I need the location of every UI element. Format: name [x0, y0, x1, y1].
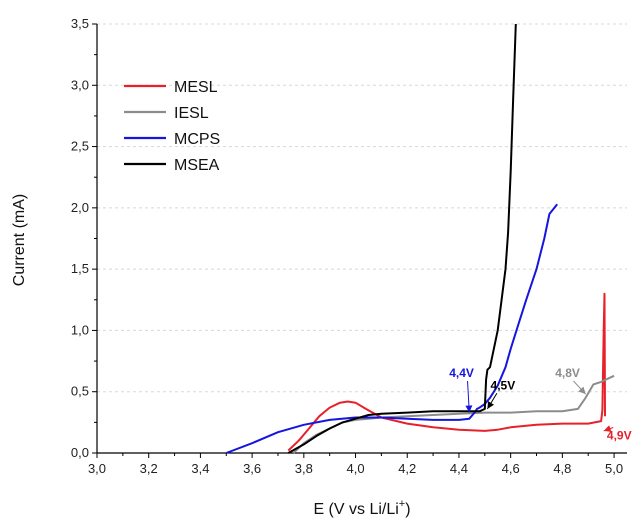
y-axis-title: Current (mA) — [11, 194, 28, 286]
series-line-mcps — [225, 203, 558, 454]
y-tick-label: 0,0 — [71, 445, 89, 460]
y-tick-label: 2,5 — [71, 139, 89, 154]
series-line-mesl — [287, 292, 606, 452]
annotation-arrowhead — [578, 386, 586, 395]
x-tick-label: 5,0 — [605, 461, 623, 476]
legend-label: MSEA — [174, 157, 220, 174]
x-tick-label: 4,2 — [398, 461, 416, 476]
y-tick-label: 3,0 — [71, 77, 89, 92]
legend-label: MESL — [174, 79, 218, 96]
legend-label: MCPS — [174, 131, 220, 148]
y-tick-label: 2,0 — [71, 200, 89, 215]
x-tick-label: 3,6 — [243, 461, 261, 476]
series-line-msea — [287, 23, 517, 454]
axes: 0,0 0,5 1,0 1,5 2,0 2,5 3,0 3,5 3,0 3,2 3,4 3,6 3,8 4… — [71, 16, 627, 476]
y-tick-label: 1,5 — [71, 261, 89, 276]
x-axis-title-main: E (V vs Li/Li — [313, 501, 398, 518]
series-lines — [225, 23, 615, 454]
x-tick-label: 3,4 — [191, 461, 209, 476]
annotation-arrowhead — [487, 401, 495, 409]
x-axis-title: E (V vs Li/Li+) — [313, 498, 410, 518]
legend-label: IESL — [174, 105, 209, 122]
x-tick-label: 4,6 — [502, 461, 520, 476]
x-tick-label: 4,4 — [450, 461, 468, 476]
x-tick-label: 4,0 — [346, 461, 364, 476]
y-tick-label: 1,0 — [71, 322, 89, 337]
series-line-iesl — [292, 374, 615, 454]
x-tick-label: 3,2 — [140, 461, 158, 476]
x-axis-title-end: ) — [405, 501, 410, 518]
annotation-arrowhead — [603, 425, 612, 432]
annotations: 4,4V 4,5V 4,8V 4,9V — [449, 366, 631, 443]
legend: MESL IESL MCPS MSEA — [124, 79, 220, 174]
x-axis-title-sup: + — [399, 498, 405, 510]
annotation-arrowhead — [465, 405, 473, 413]
x-tick-label: 3,8 — [295, 461, 313, 476]
annotation-label: 4,5V — [491, 378, 516, 392]
x-tick-label: 3,0 — [88, 461, 106, 476]
annotation-label: 4,4V — [449, 366, 474, 380]
annotation-label: 4,9V — [607, 429, 632, 443]
gridlines — [97, 23, 627, 393]
y-tick-label: 0,5 — [71, 384, 89, 399]
annotation-label: 4,8V — [555, 366, 580, 380]
y-tick-label: 3,5 — [71, 16, 89, 31]
x-tick-label: 4,8 — [553, 461, 571, 476]
